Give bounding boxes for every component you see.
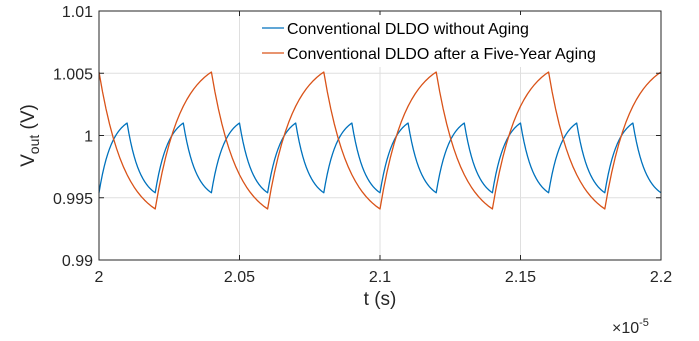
series-line-0 bbox=[98, 122, 662, 194]
y-tick-label: 1.005 bbox=[53, 66, 93, 83]
x-axis-exponent-base: ×10 bbox=[612, 320, 639, 337]
legend-entry-series-1: Conventional DLDO after a Five-Year Agin… bbox=[287, 46, 596, 63]
axis-ticks: 2 2.05 2.1 2.15 2.2 0.99 0.995 1 1.005 1.01 bbox=[53, 4, 672, 286]
x-axis-exponent-power: -5 bbox=[639, 317, 649, 329]
y-tick-label: 1.01 bbox=[62, 4, 93, 21]
x-axis-label: t (s) bbox=[364, 289, 397, 310]
legend: Conventional DLDO without Aging Conventi… bbox=[258, 15, 658, 67]
y-tick-label: 0.995 bbox=[53, 191, 93, 208]
x-tick-label: 2 bbox=[95, 269, 104, 286]
series-lines bbox=[98, 71, 662, 210]
series-line-1 bbox=[98, 71, 662, 210]
x-tick-label: 2.05 bbox=[224, 269, 255, 286]
legend-box bbox=[258, 15, 658, 67]
y-axis-label: Vout (V) bbox=[18, 104, 42, 167]
x-tick-label: 2.1 bbox=[369, 269, 391, 286]
y-axis-label-unit: (V) bbox=[18, 104, 39, 135]
y-axis-label-subscript: out bbox=[26, 135, 42, 155]
legend-entry-series-0: Conventional DLDO without Aging bbox=[287, 21, 529, 38]
y-tick-label: 1 bbox=[84, 129, 93, 146]
x-tick-label: 2.2 bbox=[650, 269, 672, 286]
y-axis-label-main: V bbox=[18, 154, 39, 167]
x-tick-label: 2.15 bbox=[505, 269, 536, 286]
y-tick-label: 0.99 bbox=[62, 253, 93, 270]
x-axis-exponent: ×10-5 bbox=[612, 317, 649, 337]
